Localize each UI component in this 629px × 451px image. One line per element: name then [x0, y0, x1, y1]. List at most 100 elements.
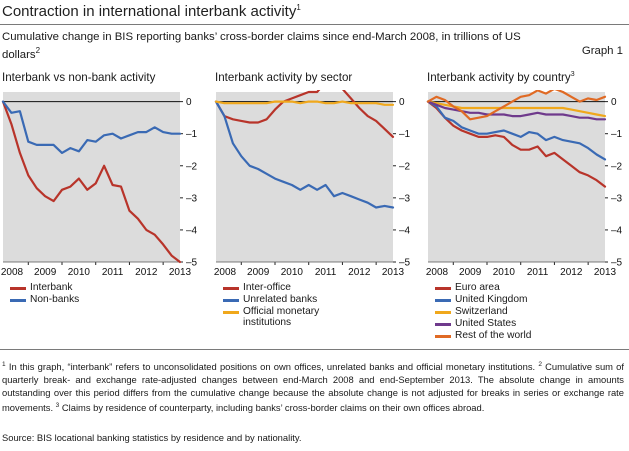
x-tick-label: 2011 — [102, 267, 124, 278]
legend-item: Interbank — [8, 282, 79, 294]
x-tick-label: 2008 — [426, 267, 449, 278]
series-line-united-kingdom — [426, 100, 607, 161]
y-tick-label: –5 — [611, 258, 623, 269]
legend-swatch — [10, 299, 26, 302]
legend-item: Euro area — [433, 282, 531, 294]
series-line-official-monetary-institutions — [214, 100, 395, 106]
series-line-united-states — [426, 100, 607, 121]
series-line-interbank — [1, 100, 182, 264]
y-tick-label: –3 — [611, 193, 623, 204]
x-tick-label: 2009 — [459, 267, 482, 278]
plot-interbank-vs-nonbank: 0 –1 –2 –3 –4 –5 2008 2009 2010 2011 2012 2013 — [1, 92, 198, 278]
y-tick-label: –1 — [399, 129, 411, 140]
legend-label: Interbank — [30, 282, 73, 293]
footnote-marker-3: 3 — [55, 402, 60, 410]
legend-swatch — [435, 287, 451, 290]
legend-item: Inter-office — [221, 282, 353, 294]
panel-footnote-marker: 3 — [570, 71, 575, 79]
y-tick-label: 0 — [186, 97, 192, 108]
y-tick-label: –3 — [399, 193, 411, 204]
source-note: Source: BIS locational banking statistic… — [2, 432, 302, 443]
y-tick-label: –4 — [611, 225, 623, 236]
plot-background — [428, 92, 605, 262]
panel-title: Interbank activity by country3 — [427, 71, 575, 84]
series-line-rest-of-the-world — [426, 90, 607, 121]
x-tick-label: 2011 — [527, 267, 549, 278]
panel-by-country: Interbank activity by country3 0 –1 –2 –3 –4… — [425, 68, 629, 348]
panel-interbank-vs-nonbank: Interbank vs non-bank activity 0 –1 –2 –3 –4… — [0, 68, 206, 348]
x-tick-label: 2009 — [247, 267, 270, 278]
y-tick-label: –4 — [399, 225, 411, 236]
legend-item: United Kingdom — [433, 294, 531, 306]
subtitle-footnote-marker: 2 — [35, 46, 41, 55]
legend-label: United States — [455, 318, 517, 329]
y-tick-label: –2 — [186, 161, 198, 172]
x-tick-label: 2010 — [281, 267, 304, 278]
panel-title: Interbank vs non-bank activity — [2, 71, 156, 84]
title-footnote-marker: 1 — [296, 3, 301, 12]
x-tick-label: 2013 — [594, 267, 617, 278]
legend-item: United States — [433, 318, 531, 330]
legend-item: Official monetary institutions — [221, 306, 353, 330]
plot-background — [216, 92, 393, 262]
x-tick-label: 2008 — [1, 267, 24, 278]
legend-swatch — [10, 287, 26, 290]
x-tick-label: 2013 — [382, 267, 405, 278]
legend-swatch — [435, 323, 451, 326]
legend-label: United Kingdom — [455, 294, 528, 305]
y-tick-label: –5 — [399, 258, 411, 269]
legend-item: Non-banks — [8, 294, 79, 306]
legend-label: Rest of the world — [455, 330, 532, 341]
y-tick-label: –1 — [611, 129, 623, 140]
chart-subtitle: Cumulative change in BIS reporting banks… — [2, 31, 521, 61]
legend-label: Official monetary institutions — [243, 306, 320, 328]
plot-by-sector: 0 –1 –2 –3 –4 –5 2008 2009 2010 2011 2012 2013 — [214, 90, 411, 278]
panel-by-sector: Interbank activity by sector 0 –1 –2 –3 –4 –5… — [213, 68, 419, 348]
y-tick-label: –5 — [186, 258, 198, 269]
plot-background — [3, 92, 180, 262]
x-tick-label: 2011 — [315, 267, 337, 278]
series-line-unrelated-banks — [214, 100, 395, 209]
legend-swatch — [435, 299, 451, 302]
legend-item: Switzerland — [433, 306, 531, 318]
legend-item: Rest of the world — [433, 330, 531, 342]
panel-title: Interbank activity by sector — [215, 71, 353, 84]
footnote-marker-1: 1 — [2, 361, 6, 368]
legend-label: Unrelated banks — [243, 294, 318, 305]
series-line-euro-area — [426, 100, 607, 188]
x-tick-label: 2012 — [135, 267, 158, 278]
legend: Euro area United Kingdom Switzerland United… — [433, 282, 531, 342]
footnote-marker-2: 2 — [538, 361, 542, 368]
x-tick-label: 2013 — [169, 267, 192, 278]
y-tick-label: –2 — [611, 161, 623, 172]
legend-label: Non-banks — [30, 294, 80, 305]
legend-swatch — [435, 335, 451, 338]
series-line-switzerland — [426, 100, 607, 118]
title-rule — [0, 24, 629, 25]
series-line-non-banks — [1, 100, 182, 155]
x-tick-label: 2010 — [68, 267, 91, 278]
y-tick-label: 0 — [399, 97, 405, 108]
graph-label: Graph 1 — [581, 45, 623, 57]
y-tick-label: –2 — [399, 161, 411, 172]
y-tick-label: 0 — [611, 97, 617, 108]
legend-swatch — [223, 311, 239, 314]
y-tick-label: –1 — [186, 129, 198, 140]
legend-swatch — [223, 287, 239, 290]
series-line-inter-office — [214, 90, 395, 139]
legend-label: Inter-office — [243, 282, 291, 293]
x-tick-label: 2010 — [493, 267, 516, 278]
legend: Interbank Non-banks — [8, 282, 79, 306]
legend-item: Unrelated banks — [221, 294, 353, 306]
x-tick-label: 2012 — [348, 267, 371, 278]
legend: Inter-office Unrelated banks Official mone… — [221, 282, 353, 330]
x-tick-label: 2009 — [34, 267, 57, 278]
chart-title: Contraction in international interbank a… — [2, 3, 301, 20]
x-tick-label: 2012 — [560, 267, 583, 278]
legend-label: Switzerland — [455, 306, 508, 317]
y-tick-label: –4 — [186, 225, 198, 236]
legend-label: Euro area — [455, 282, 500, 293]
y-tick-label: –3 — [186, 193, 198, 204]
footnotes: 1 In this graph, “interbank” refers to u… — [2, 361, 625, 414]
x-tick-label: 2008 — [214, 267, 237, 278]
